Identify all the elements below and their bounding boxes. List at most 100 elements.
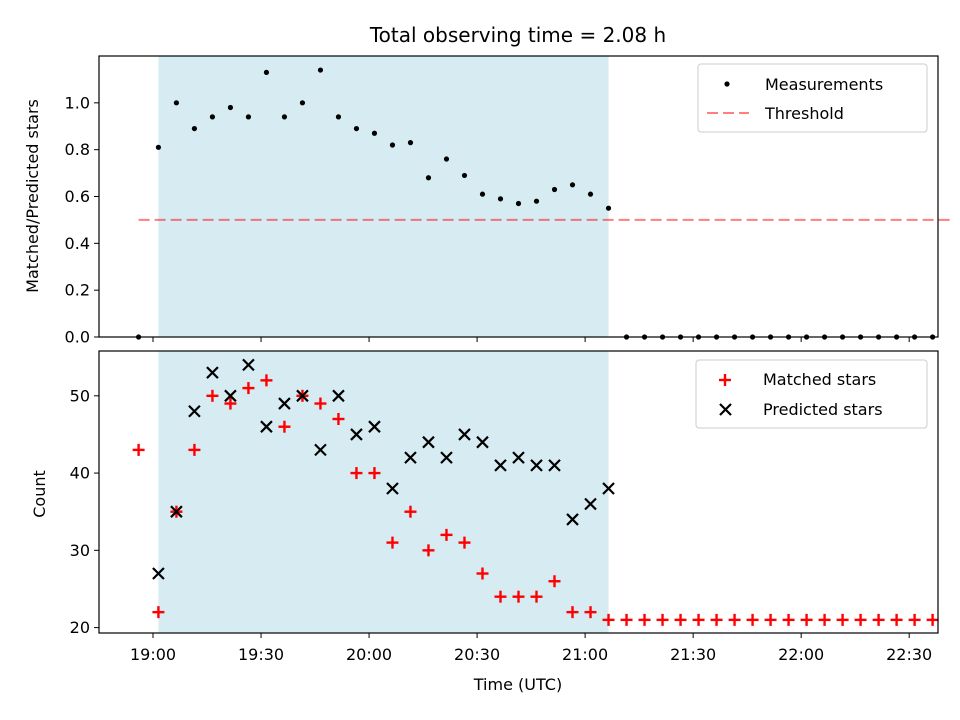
- measurement-point: [173, 100, 180, 106]
- matched-star-point: [872, 613, 885, 626]
- matched-star-point: [566, 606, 579, 619]
- matched-star-point: [206, 389, 219, 402]
- bottom-y-tick-label: 50: [70, 386, 90, 405]
- bottom-legend: Matched stars Predicted stars: [695, 359, 928, 429]
- measurement-point: [191, 125, 198, 132]
- x-tick-label: 21:00: [562, 645, 608, 664]
- matched-star-point: [854, 613, 867, 626]
- matched-star-point: [602, 613, 615, 626]
- predicted-star-point: [494, 459, 507, 472]
- x-axis-label: Time (UTC): [473, 675, 562, 694]
- matched-star-point: [836, 613, 849, 626]
- predicted-star-point: [512, 451, 525, 464]
- matched-star-point: [404, 505, 417, 518]
- bottom-ticks: 20 30 40 50 19:00 19:30 20:00 20:30 21:00 21:30 22…: [70, 386, 933, 664]
- top-panel: 0.0 0.2 0.4 0.6 0.8 1.0 Matched/Predicted sta…: [23, 55, 953, 347]
- matched-star-point: [764, 613, 777, 626]
- matched-star-point: [818, 613, 831, 626]
- measurement-point: [551, 186, 558, 193]
- legend-predicted-marker: [719, 403, 732, 416]
- predicted-star-point: [278, 397, 291, 410]
- bottom-y-tick-label: 40: [70, 464, 90, 483]
- predicted-star-point: [548, 459, 561, 472]
- matched-star-point: [242, 382, 255, 395]
- measurement-point: [317, 67, 324, 73]
- measurement-point: [443, 156, 450, 162]
- bottom-y-tick-label: 30: [70, 541, 90, 560]
- measurement-point: [335, 114, 342, 120]
- measurement-point: [299, 100, 306, 106]
- predicted-star-point: [296, 389, 309, 403]
- matched-star-point: [746, 613, 759, 626]
- bottom-y-tick-label: 20: [70, 618, 90, 637]
- measurement-point: [353, 125, 360, 132]
- matched-star-point: [800, 613, 813, 626]
- matched-star-point: [620, 613, 633, 626]
- matched-star-point: [132, 443, 145, 456]
- top-shaded-span: [158, 56, 609, 337]
- matched-star-point: [908, 613, 921, 626]
- top-ticks: 0.0 0.2 0.4 0.6 0.8 1.0: [65, 93, 910, 347]
- measurement-point: [479, 191, 486, 197]
- matched-star-point: [728, 613, 741, 626]
- matched-star-point: [458, 536, 471, 549]
- matched-star-point: [278, 420, 291, 433]
- predicted-star-point: [170, 505, 183, 518]
- bottom-panel: 20 30 40 50 19:00 19:30 20:00 20:30 21:00 21:30 22…: [30, 350, 939, 694]
- predicted-star-point: [314, 443, 327, 457]
- measurement-point: [245, 114, 252, 120]
- measurement-point: [497, 196, 504, 202]
- top-legend-box: [697, 63, 928, 133]
- matched-star-point: [476, 567, 489, 580]
- predicted-star-point: [602, 482, 615, 495]
- predicted-star-point: [152, 567, 165, 580]
- measurement-point: [461, 172, 468, 179]
- legend-matched-marker: [719, 374, 731, 386]
- matched-star-point: [512, 590, 525, 603]
- predicted-star-point: [368, 420, 381, 433]
- legend-matched-label: Matched stars: [763, 370, 876, 389]
- x-tick-label: 22:00: [778, 645, 824, 664]
- predicted-star-point: [584, 497, 597, 511]
- matched-star-point: [638, 613, 651, 626]
- predicted-star-point: [242, 358, 255, 372]
- predicted-star-point: [458, 428, 471, 441]
- matched-star-point: [440, 528, 453, 541]
- matched-star-point: [224, 397, 237, 410]
- matched-star-point: [656, 613, 669, 626]
- measurement-point: [569, 182, 576, 188]
- top-y-axis-label: Matched/Predicted stars: [23, 99, 42, 293]
- matched-star-point: [530, 590, 543, 603]
- predicted-star-point: [566, 513, 579, 526]
- top-y-tick-label: 0.6: [65, 187, 90, 206]
- matched-star-point: [350, 467, 363, 480]
- top-y-tick-label: 0.0: [65, 328, 90, 347]
- x-tick-label: 22:30: [886, 645, 932, 664]
- x-tick-label: 20:30: [454, 645, 500, 664]
- matched-star-point: [386, 536, 399, 549]
- measurement-point: [533, 198, 540, 204]
- predicted-star-point: [404, 451, 417, 464]
- measurement-point: [263, 69, 270, 75]
- top-y-tick-label: 0.4: [65, 234, 90, 253]
- predicted-star-point: [206, 366, 219, 379]
- bottom-y-axis-label: Count: [30, 470, 49, 518]
- matched-star-point: [152, 606, 165, 619]
- matched-star-point: [926, 613, 939, 626]
- matched-star-point: [332, 412, 345, 425]
- matched-star-point: [692, 613, 705, 626]
- matched-star-point: [314, 397, 327, 410]
- legend-measurements-label: Measurements: [765, 75, 883, 94]
- measurement-point: [281, 114, 288, 120]
- measurement-point: [371, 130, 378, 136]
- matched-star-point: [494, 590, 507, 603]
- predicted-star-point: [224, 389, 237, 403]
- matched-star-point: [422, 544, 435, 557]
- measurement-point: [515, 200, 522, 207]
- matched-star-point: [710, 613, 723, 626]
- measurement-point: [587, 191, 594, 197]
- matched-star-point: [584, 606, 597, 619]
- predicted-star-point: [350, 428, 363, 441]
- top-legend: Measurements Threshold: [697, 63, 928, 133]
